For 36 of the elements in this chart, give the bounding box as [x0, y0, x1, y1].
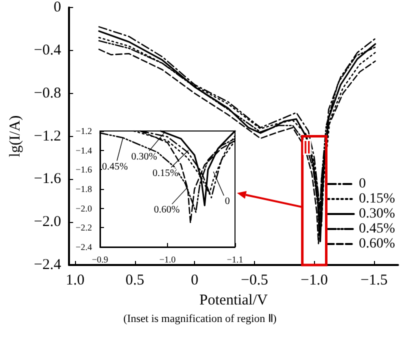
annotation: 0.60% — [154, 204, 180, 216]
x-tick-label: 1.0 — [66, 272, 84, 288]
y-axis-title: lg(I/A) — [8, 115, 24, 158]
legend-label: 0.45% — [358, 222, 396, 236]
annotation: 0.45% — [102, 161, 128, 172]
y-tick-label: −2.0 — [76, 203, 92, 214]
x-tick-label: −1.5 — [360, 272, 388, 288]
annotation: 0.15% — [152, 168, 178, 179]
y-tick-label: −1.6 — [76, 164, 92, 175]
x-tick-label: −1.0 — [159, 254, 176, 264]
x-tick-label: 0 — [190, 272, 198, 288]
y-tick-label: −1.4 — [76, 145, 92, 156]
y-tick-label: −2.4 — [76, 242, 92, 252]
annotation: 0.30% — [131, 151, 158, 162]
y-tick-label: −1.8 — [76, 184, 92, 194]
x-tick-label: −0.9 — [92, 254, 109, 264]
y-tick-label: 0 — [54, 0, 62, 16]
legend-label: 0 — [358, 176, 366, 192]
x-tick-label: −0.5 — [240, 272, 268, 288]
annotation: 0 — [224, 196, 230, 208]
x-tick-label: −1.1 — [226, 254, 244, 264]
y-tick-label: −2.4 — [34, 257, 62, 273]
legend-label: 0.30% — [358, 206, 396, 222]
x-tick-label: 0.5 — [126, 272, 144, 288]
text: (Inset is magnification of region Ⅱ) — [122, 312, 278, 325]
y-tick-label: −1.2 — [76, 126, 92, 136]
legend-label: 0.60% — [358, 236, 396, 252]
x-axis-title: Potential/V — [199, 292, 268, 308]
y-tick-label: −0.8 — [34, 85, 62, 102]
y-tick-label: −2.2 — [76, 222, 92, 233]
y-tick-label: −1.2 — [34, 128, 62, 144]
y-tick-label: −1.6 — [34, 171, 62, 188]
y-tick-label: −2.0 — [34, 214, 62, 230]
x-tick-label: −1.0 — [300, 272, 328, 288]
legend-label: 0.15% — [358, 192, 396, 206]
y-tick-label: −0.4 — [34, 42, 62, 58]
